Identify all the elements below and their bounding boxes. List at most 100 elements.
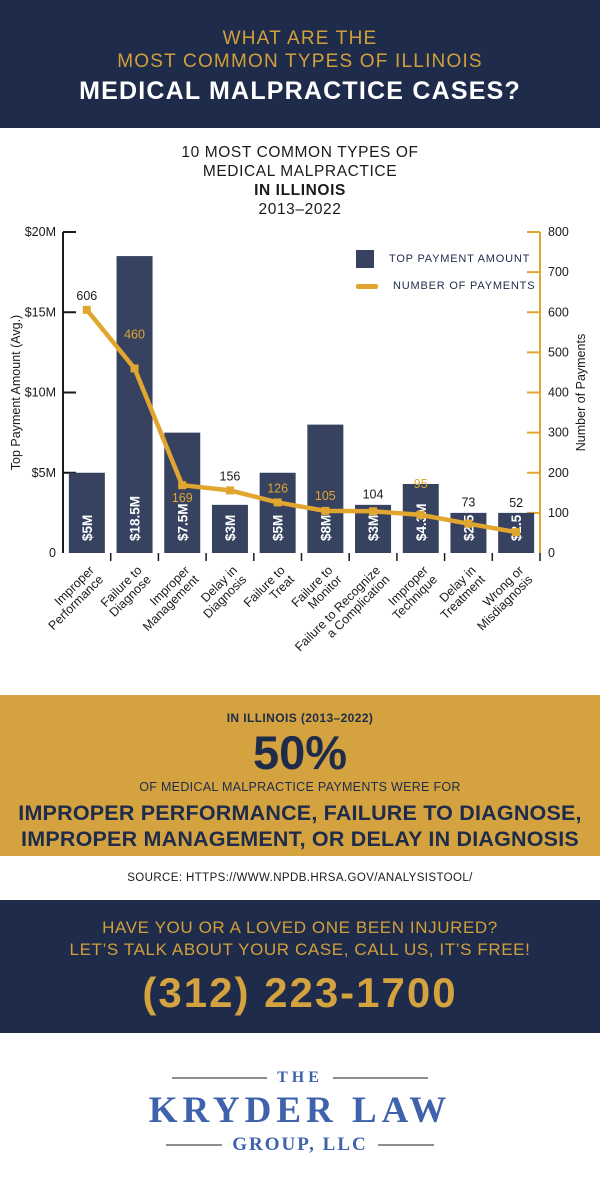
chart-title-line-1: 10 MOST COMMON TYPES OF: [181, 144, 419, 161]
stat-detail-line-1: IMPROPER PERFORMANCE, FAILURE TO DIAGNOS…: [18, 801, 582, 825]
legend-label-line: NUMBER OF PAYMENTS: [393, 280, 536, 292]
right-axis-title: Number of Payments: [574, 334, 588, 451]
stat-detail: IMPROPER PERFORMANCE, FAILURE TO DIAGNOS…: [18, 800, 581, 852]
x-label-failure-to-treat: Failure toTreat: [241, 563, 297, 619]
right-tick-label: 500: [548, 345, 569, 359]
right-tick-label: 100: [548, 506, 569, 520]
bar-value-label: $5M: [80, 515, 95, 541]
bar-failure-to-treat: [259, 472, 296, 553]
x-label-delay-in-treatment: Delay inTreatment: [429, 563, 488, 622]
bar-delay-in-diagnosis: [211, 504, 248, 553]
kryder-law-logo: THE KRYDER LAW GROUP, LLC: [149, 1069, 452, 1156]
line-swatch-icon: [356, 283, 378, 289]
legend-item-line: NUMBER OF PAYMENTS: [356, 277, 535, 295]
bar-failure-to-monitor: [307, 424, 344, 553]
header-banner: WHAT ARE THE MOST COMMON TYPES OF ILLINO…: [0, 0, 600, 128]
point-value-label: 73: [461, 496, 475, 510]
bar-value-label: $2.5: [509, 514, 524, 541]
header-line-1: WHAT ARE THE: [222, 28, 378, 49]
right-tick-label: 300: [548, 426, 569, 440]
bar-value-label: $8M: [318, 515, 333, 541]
rule-right-icon: [332, 1076, 428, 1079]
logo-group-row: GROUP, LLC: [166, 1133, 434, 1156]
chart-svg: $20M $15M $10M $5M 0 Top Payment Amount (Avg.…: [9, 225, 588, 663]
stat-kicker: IN ILLINOIS (2013–2022): [226, 711, 374, 725]
point-value-label: 104: [363, 487, 384, 501]
bar-value-label: $4.3M: [414, 503, 429, 541]
x-label-failure-to-diagnose: Failure toDiagnose: [97, 563, 153, 619]
cta-line-2: LET’S TALK ABOUT YOUR CASE, CALL US, IT’…: [69, 939, 531, 959]
point-value-label: 156: [220, 469, 241, 483]
legend-label-bars: TOP PAYMENT AMOUNT: [389, 253, 531, 265]
point-value-label: 169: [172, 491, 193, 505]
right-tick-label: 700: [548, 265, 569, 279]
rule-left-icon: [172, 1076, 268, 1079]
x-label-improper-technique: ImproperTechnique: [381, 563, 440, 622]
right-tick-label: 200: [548, 466, 569, 480]
bar-value-label: $3M: [223, 515, 238, 541]
chart-title-line-2: MEDICAL MALPRACTICE: [202, 163, 398, 180]
point-value-label: 126: [267, 481, 288, 495]
chart-title-line-3: IN ILLINOIS: [254, 182, 346, 199]
rule-right-2-icon: [377, 1143, 434, 1146]
bar-swatch-icon: [356, 250, 374, 268]
left-tick-label: $20M: [25, 225, 56, 239]
x-label-delay-in-diagnosis: Delay inDiagnosis: [191, 563, 249, 621]
x-label-failure-to-recognize-a-complication: Failure to Recognizea Complication: [292, 563, 392, 663]
stat-band: IN ILLINOIS (2013–2022) 50% OF MEDICAL M…: [0, 695, 600, 856]
line-marker-delay-in-treatment: [464, 519, 473, 528]
line-marker-failure-to-treat: [273, 498, 282, 507]
logo-the-row: THE: [172, 1069, 428, 1087]
line-marker-delay-in-diagnosis: [225, 486, 234, 495]
left-tick-label: $5M: [32, 466, 56, 480]
point-value-label: 105: [315, 489, 336, 503]
right-tick-label: 800: [548, 225, 569, 239]
line-marker-failure-to-recognize-a-complication: [369, 507, 378, 516]
point-value-label: 606: [76, 289, 97, 303]
point-value-label: 52: [509, 496, 523, 510]
chart-title: 10 MOST COMMON TYPES OF MEDICAL MALPRACT…: [0, 143, 600, 219]
bar-failure-to-diagnose: [116, 256, 153, 553]
left-tick-label: $10M: [25, 386, 56, 400]
legend-item-bars: TOP PAYMENT AMOUNT: [356, 250, 535, 268]
chart-legend: TOP PAYMENT AMOUNT NUMBER OF PAYMENTS: [356, 250, 535, 295]
payments-line: [85, 308, 517, 535]
chart: $20M $15M $10M $5M 0 Top Payment Amount (Avg.…: [0, 225, 600, 695]
line-marker-improper-technique: [416, 510, 425, 519]
right-tick-label: 600: [548, 305, 569, 319]
cta-banner: HAVE YOU OR A LOVED ONE BEEN INJURED? LE…: [0, 900, 600, 1033]
point-value-label: 460: [124, 327, 145, 341]
right-tick-label: 400: [548, 386, 569, 400]
stat-subtitle: OF MEDICAL MALPRACTICE PAYMENTS WERE FOR: [139, 780, 461, 794]
logo-name: KRYDER LAW: [148, 1089, 452, 1131]
x-label-improper-performance: ImproperPerformance: [36, 563, 106, 633]
stat-percent: 50%: [252, 726, 348, 779]
bar-value-label: $5M: [271, 515, 286, 541]
right-tick-label: 0: [548, 546, 555, 560]
logo-suffix: GROUP, LLC: [232, 1133, 368, 1155]
header-line-2: MOST COMMON TYPES OF ILLINOIS: [117, 51, 483, 72]
left-axis-title: Top Payment Amount (Avg.): [9, 315, 23, 470]
source-strip: SOURCE: HTTPS://WWW.NPDB.HRSA.GOV/ANALYS…: [0, 856, 600, 900]
left-tick-label: $15M: [25, 305, 56, 319]
header-line-3: MEDICAL MALPRACTICE CASES?: [79, 77, 521, 105]
rule-left-2-icon: [166, 1143, 223, 1146]
point-value-label: 95: [414, 477, 428, 491]
line-marker-wrong-or-misdiagnosis: [512, 528, 521, 537]
bar-value-label: $3M: [366, 515, 381, 541]
line-marker-improper-management: [178, 481, 187, 490]
bar-improper-performance: [68, 472, 105, 553]
line-marker-failure-to-diagnose: [130, 364, 139, 373]
chart-title-line-4: 2013–2022: [258, 201, 342, 218]
bar-value-label: $18.5M: [128, 496, 143, 541]
phone-number: (312) 223-1700: [142, 968, 458, 1016]
cta-line-1: HAVE YOU OR A LOVED ONE BEEN INJURED?: [102, 917, 498, 937]
stat-detail-line-2: IMPROPER MANAGEMENT, OR DELAY IN DIAGNOS…: [21, 827, 579, 851]
bar-value-label: $7.5M: [175, 503, 190, 541]
left-tick-label: 0: [49, 546, 56, 560]
source-text: SOURCE: HTTPS://WWW.NPDB.HRSA.GOV/ANALYS…: [127, 872, 473, 884]
line-marker-improper-performance: [82, 305, 91, 314]
footer: THE KRYDER LAW GROUP, LLC: [0, 1033, 600, 1199]
logo-the: THE: [277, 1068, 323, 1086]
